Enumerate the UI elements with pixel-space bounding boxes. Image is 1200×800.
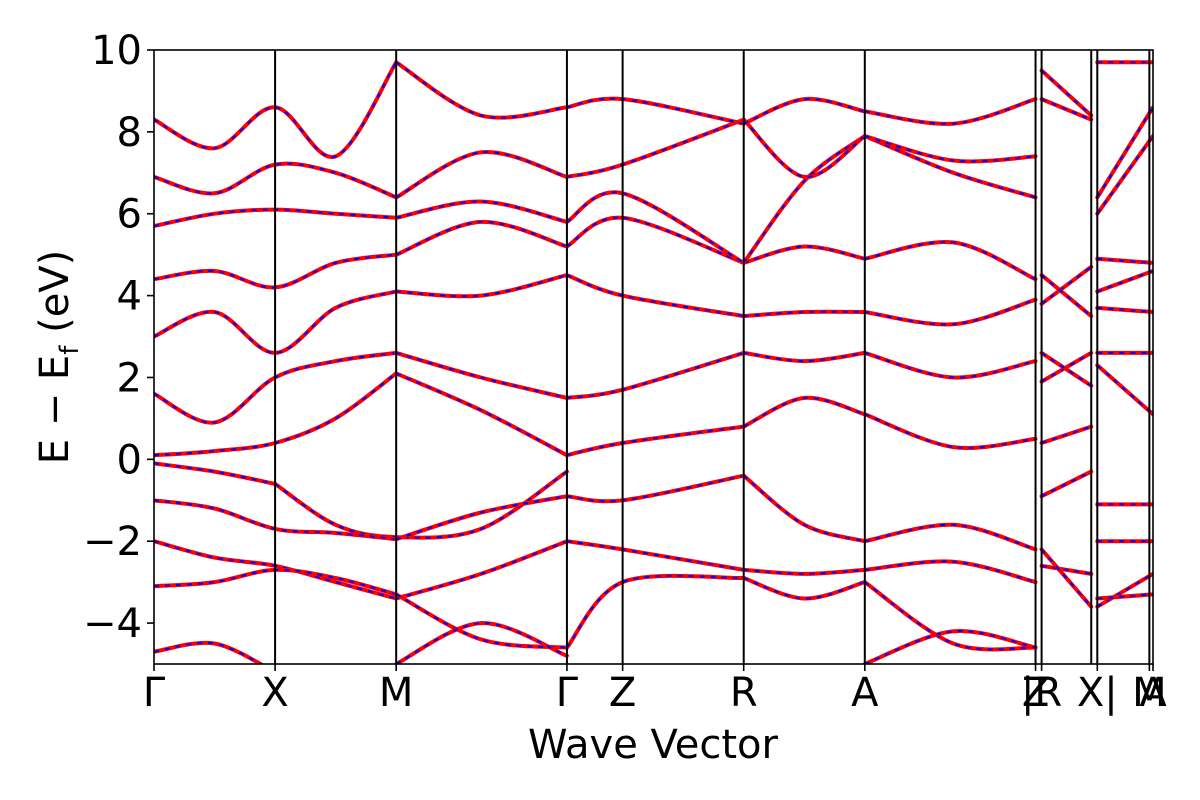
band-line-blue-dashed [743, 97, 866, 125]
x-tick-label: M [379, 670, 414, 716]
band-line-red [1095, 571, 1153, 609]
band-line-blue-dashed [395, 372, 568, 457]
band-line-red [1039, 350, 1094, 388]
band-line-blue-dashed [1041, 352, 1092, 383]
band-line-blue-dashed [743, 245, 866, 264]
band-line-blue-dashed [743, 474, 866, 543]
band-line-blue-dashed [395, 151, 568, 199]
band-line-blue-dashed [864, 630, 1036, 664]
band-line-blue-dashed [864, 98, 1036, 125]
y-tick-label: −2 [83, 519, 142, 565]
band-line-red [1039, 264, 1094, 306]
band-line-blue-dashed [395, 495, 568, 541]
x-tick-label: |R [1021, 670, 1062, 716]
x-tick-label: Z [1022, 670, 1049, 716]
band-line-blue-dashed [566, 274, 744, 318]
band-line-red [1095, 269, 1153, 294]
x-tick-label: X [261, 670, 288, 716]
band-line-blue-dashed [566, 425, 744, 457]
band-line-blue-dashed [566, 574, 744, 649]
y-axis-label: E − Ef (eV) [32, 250, 85, 465]
band-line-blue-dashed [1097, 306, 1153, 313]
band-line-blue-dashed [1041, 564, 1092, 575]
band-line-blue-dashed [743, 396, 866, 428]
band-line-red [1039, 273, 1094, 319]
band-line-blue-dashed [864, 135, 1036, 163]
band-line-blue-dashed [1041, 425, 1092, 444]
x-tick-label: Z [609, 670, 636, 716]
x-tick-label: R [730, 670, 758, 716]
x-axis-ticks: Γ X M Γ Z R A Z|R X| MA [143, 664, 1167, 716]
y-tick-label: 10 [91, 28, 142, 74]
band-line-blue-dashed [1041, 470, 1092, 498]
band-line-red [741, 117, 867, 179]
y-axis-label-unit: (eV) [32, 250, 78, 346]
band-line-blue-dashed [864, 413, 1036, 449]
band-line-blue-dashed [1096, 364, 1153, 416]
band-line-blue-dashed [743, 310, 865, 318]
band-line-blue-dashed [1040, 548, 1092, 608]
x-tick-label: A [851, 670, 879, 716]
y-tick-label: −4 [83, 601, 142, 647]
band-line-blue-dashed [864, 135, 1036, 199]
band-line-blue-dashed [864, 581, 1036, 651]
band-line-blue-dashed [743, 568, 865, 575]
band-line-blue-dashed [1097, 593, 1153, 600]
y-tick-label: 0 [117, 437, 142, 483]
band-line-blue-dashed [742, 135, 866, 264]
band-line-blue-dashed [1040, 69, 1092, 117]
band-line-blue-dashed [864, 560, 1036, 584]
band-line-blue-dashed [864, 523, 1036, 551]
y-tick-label: 2 [117, 355, 142, 401]
x-tick-label: A [1139, 670, 1167, 716]
x-tick-label: X| [1077, 670, 1118, 716]
band-line-blue-dashed [566, 97, 744, 125]
band-line-blue-dashed [566, 216, 745, 264]
band-line-blue-dashed [154, 641, 263, 664]
band-line-blue-dashed [566, 474, 744, 503]
y-axis-ticks: −4 −2 0 2 4 6 8 10 [83, 28, 154, 647]
band-line-blue-dashed [566, 540, 744, 571]
x-axis-label: Wave Vector [528, 722, 779, 768]
band-line-blue-dashed [154, 61, 398, 158]
band-line-blue-dashed [395, 593, 567, 649]
band-line-blue-dashed [743, 577, 866, 600]
x-tick-label: Γ [556, 670, 579, 716]
band-line-blue-dashed [395, 220, 568, 256]
x-tick-label: M [1132, 670, 1167, 716]
band-line-blue-dashed [395, 622, 568, 664]
y-tick-label: 8 [117, 110, 142, 156]
band-line-blue-dashed [395, 351, 568, 399]
plot-frame [153, 49, 1154, 665]
band-line-blue-dashed [566, 191, 745, 264]
band-line-blue-dashed [743, 351, 865, 363]
band-line-blue-dashed [395, 540, 568, 600]
kpoint-divider-lines [274, 50, 1151, 664]
y-axis-label-main: E − E [32, 355, 78, 465]
band-line-blue-dashed [864, 351, 1036, 379]
y-tick-label: 4 [117, 274, 142, 320]
band-line-blue-dashed [864, 298, 1036, 326]
band-line-blue-dashed [864, 240, 1036, 281]
band-line-blue-dashed [1041, 98, 1092, 121]
band-line-blue-dashed [1096, 106, 1153, 198]
band-line-blue-dashed [566, 351, 744, 399]
band-line-blue-dashed [154, 462, 276, 485]
band-line-blue-dashed [396, 200, 568, 223]
band-line-red [394, 273, 569, 299]
x-tick-label: Γ [143, 670, 166, 716]
band-line-blue-dashed [1097, 257, 1153, 264]
band-line-blue-dashed [566, 118, 745, 178]
y-tick-label: 6 [117, 192, 142, 238]
band-line-blue-dashed [395, 61, 568, 119]
band-line-blue-dashed [154, 290, 397, 354]
band-line-blue-dashed [1096, 135, 1153, 215]
y-axis-label-subscript: f [55, 345, 85, 355]
